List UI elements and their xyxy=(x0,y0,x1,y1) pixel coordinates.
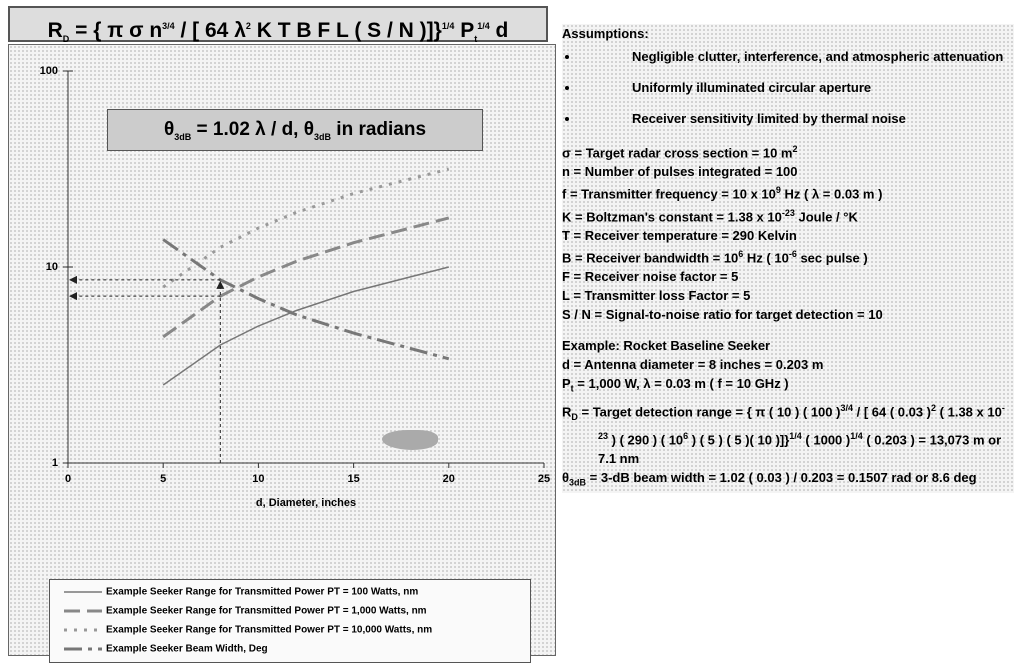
chart-box: 1101000510152025d, Diameter, inches θ3dB… xyxy=(8,44,556,656)
superscript: 3/4 xyxy=(162,21,175,31)
y-tick-label: 100 xyxy=(40,65,58,77)
text-run: = { π σ n xyxy=(69,19,162,42)
text-run: L = Transmitter loss Factor = 5 xyxy=(562,288,750,303)
definition: T = Receiver temperature = 290 Kelvin xyxy=(562,226,1014,245)
text-run: σ = Target radar cross section = 10 m xyxy=(562,145,792,160)
text-run: K T B F L ( S / N )]} xyxy=(251,19,442,42)
text-run: ( 1.38 x 10 xyxy=(936,404,1002,419)
bullet: Receiver sensitivity limited by thermal … xyxy=(580,109,1014,128)
subscript: 3dB xyxy=(314,132,331,142)
text-run: sec pulse ) xyxy=(797,250,868,265)
text-run: Hz ( 10 xyxy=(743,250,789,265)
text-run: S / N = Signal-to-noise ratio for target… xyxy=(562,307,883,322)
text-run: F = Receiver noise factor = 5 xyxy=(562,269,738,284)
text-run: Joule / °K xyxy=(795,209,858,224)
x-tick-label: 20 xyxy=(443,473,455,485)
subscript: t xyxy=(474,34,477,44)
legend-label: Example Seeker Beam Width, Deg xyxy=(106,644,268,655)
superscript: 1/4 xyxy=(442,21,455,31)
text-run: = 1.02 λ / d, θ xyxy=(191,119,314,140)
bullet: Negligible clutter, interference, and at… xyxy=(580,47,1014,66)
definition: σ = Target radar cross section = 10 m2 xyxy=(562,140,1014,162)
x-tick-label: 0 xyxy=(65,473,71,485)
text-run: ) ( 5 ) ( 5 )( 10 )]} xyxy=(688,432,789,447)
text-run: T = Receiver temperature = 290 Kelvin xyxy=(562,228,797,243)
annotation: θ3dB = 1.02 λ / d, θ3dB in radians xyxy=(107,109,483,151)
definition: L = Transmitter loss Factor = 5 xyxy=(562,286,1014,305)
legend-label: Example Seeker Range for Transmitted Pow… xyxy=(106,606,427,617)
superscript: 1/4 xyxy=(789,431,802,441)
definition: n = Number of pulses integrated = 100 xyxy=(562,162,1014,181)
text-run: = Target detection range = { π ( 10 ) ( … xyxy=(578,404,841,419)
bullet-list: Negligible clutter, interference, and at… xyxy=(562,47,1014,128)
page: {"chart_data":{"type":"line", "title_par… xyxy=(0,0,1020,660)
x-axis-label: d, Diameter, inches xyxy=(256,497,356,509)
example-line: RD = Target detection range = { π ( 10 )… xyxy=(562,399,1014,468)
text-run: Example: Rocket Baseline Seeker xyxy=(562,338,770,353)
example-line: θ3dB = 3-dB beam width = 1.02 ( 0.03 ) /… xyxy=(562,468,1014,493)
text-run: P xyxy=(454,19,474,42)
text-run: n = Number of pulses integrated = 100 xyxy=(562,164,798,179)
superscript: -23 xyxy=(782,208,795,218)
text-run: = 1,000 W, λ = 0.03 m ( f = 10 GHz ) xyxy=(574,376,789,391)
text-run: R xyxy=(48,19,63,42)
x-tick-label: 10 xyxy=(252,473,264,485)
spacer xyxy=(562,324,1014,336)
legend-graphic: Example Seeker Range for Transmitted Pow… xyxy=(50,580,530,662)
text-run: = 3-dB beam width = 1.02 ( 0.03 ) / 0.20… xyxy=(586,470,977,485)
text-run: ( 1000 ) xyxy=(802,432,850,447)
text-run: in radians xyxy=(331,119,426,140)
text-run: ) ( 290 ) ( 10 xyxy=(608,432,683,447)
text-run: d xyxy=(490,19,509,42)
x-tick-label: 5 xyxy=(160,473,166,485)
subscript: 3dB xyxy=(174,132,191,142)
legend-label: Example Seeker Range for Transmitted Pow… xyxy=(106,625,432,636)
text-run: θ xyxy=(562,470,569,485)
legend-label: Example Seeker Range for Transmitted Pow… xyxy=(106,587,418,598)
text-run: / [ 64 ( 0.03 ) xyxy=(853,404,931,419)
text-run: d = Antenna diameter = 8 inches = 0.203 … xyxy=(562,357,823,372)
panel-heading: Assumptions: xyxy=(562,24,1014,43)
superscript: -6 xyxy=(789,249,797,259)
x-tick-label: 25 xyxy=(538,473,550,485)
definition: K = Boltzman's constant = 1.38 x 10-23 J… xyxy=(562,204,1014,226)
text-run: K = Boltzman's constant = 1.38 x 10 xyxy=(562,209,782,224)
example-line: d = Antenna diameter = 8 inches = 0.203 … xyxy=(562,355,1014,374)
example-line: Pt = 1,000 W, λ = 0.03 m ( f = 10 GHz ) xyxy=(562,374,1014,399)
superscript: 2 xyxy=(792,144,797,154)
assumptions-panel: Assumptions: Negligible clutter, interfer… xyxy=(562,24,1014,493)
bullet: Uniformly illuminated circular aperture xyxy=(580,78,1014,97)
superscript: 3/4 xyxy=(840,403,853,413)
text-run: P xyxy=(562,376,571,391)
text-run: / [ 64 λ xyxy=(175,19,246,42)
x-tick-label: 15 xyxy=(347,473,359,485)
superscript: 1/4 xyxy=(850,431,863,441)
y-tick-label: 10 xyxy=(46,261,58,273)
text-run: R xyxy=(562,404,571,419)
subscript: 3dB xyxy=(569,478,586,488)
text-run: θ xyxy=(164,119,174,140)
superscript: 1/4 xyxy=(477,21,490,31)
definition: f = Transmitter frequency = 10 x 109 Hz … xyxy=(562,181,1014,203)
definition: F = Receiver noise factor = 5 xyxy=(562,267,1014,286)
text-run: B = Receiver bandwidth = 10 xyxy=(562,250,738,265)
definition: B = Receiver bandwidth = 106 Hz ( 10-6 s… xyxy=(562,245,1014,267)
text-run: f = Transmitter frequency = 10 x 10 xyxy=(562,187,776,202)
formula-title: RD = { π σ n3/4 / [ 64 λ2 K T B F L ( S … xyxy=(8,6,548,42)
definition: S / N = Signal-to-noise ratio for target… xyxy=(562,305,1014,324)
example-line: Example: Rocket Baseline Seeker xyxy=(562,336,1014,355)
series-line xyxy=(163,267,449,385)
legend: Example Seeker Range for Transmitted Pow… xyxy=(49,579,531,663)
text-run: Hz ( λ = 0.03 m ) xyxy=(781,187,883,202)
y-tick-label: 1 xyxy=(52,457,58,469)
